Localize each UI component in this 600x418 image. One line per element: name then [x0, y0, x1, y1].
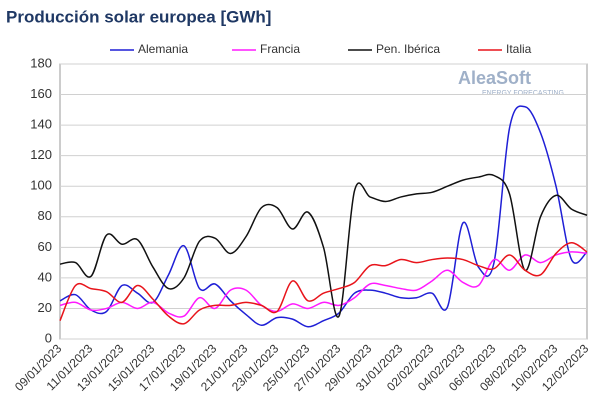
legend-label: Italia	[506, 42, 532, 56]
y-tick-label: 160	[30, 86, 52, 101]
y-tick-label: 180	[30, 55, 52, 70]
series-line	[59, 251, 588, 318]
logo: AleaSoft	[458, 68, 531, 88]
y-tick-label: 120	[30, 147, 52, 162]
series-line	[59, 242, 588, 325]
y-tick-label: 140	[30, 117, 52, 132]
series-line	[59, 173, 588, 318]
y-tick-label: 20	[38, 300, 52, 315]
logo-sub: ENERGY FORECASTING	[482, 90, 564, 97]
y-tick-label: 40	[38, 269, 52, 284]
legend-label: Francia	[260, 42, 300, 56]
y-tick-label: 60	[38, 239, 52, 254]
legend-label: Alemania	[138, 42, 188, 56]
plot-frame	[59, 63, 588, 340]
chart-title: Producción solar europea [GWh]	[6, 7, 271, 26]
y-tick-label: 80	[38, 208, 52, 223]
y-tick-label: 0	[45, 330, 52, 345]
legend-label: Pen. Ibérica	[376, 42, 440, 56]
y-tick-label: 100	[30, 178, 52, 193]
